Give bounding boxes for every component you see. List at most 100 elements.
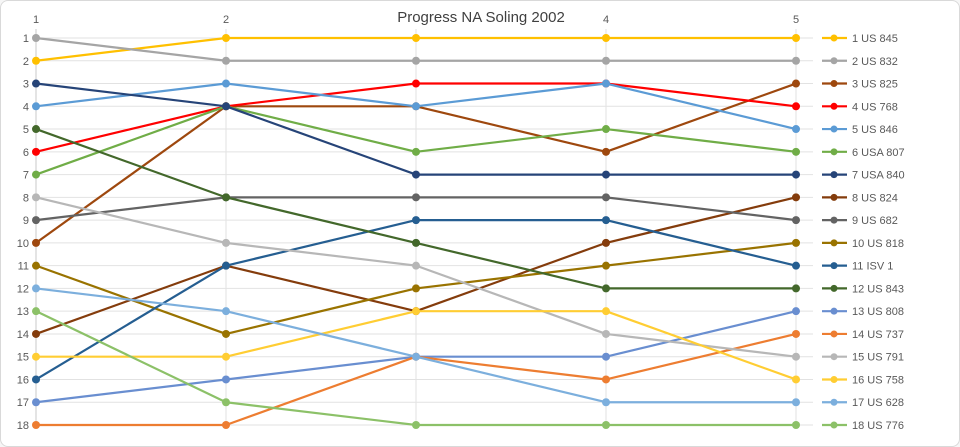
data-point-3-us-825-race-5[interactable]: [792, 79, 800, 88]
data-point-17-us-628-race-1[interactable]: [32, 284, 40, 293]
data-point-3-us-825-race-1[interactable]: [32, 238, 40, 247]
data-point-12-us-843-race-3[interactable]: [412, 238, 420, 247]
data-point-4-us-768-race-3[interactable]: [412, 79, 420, 88]
data-point-9-us-682-race-1[interactable]: [32, 216, 40, 225]
legend-item-3-us-825[interactable]: 3 US 825: [822, 79, 898, 91]
data-point-11-isv-1-race-3[interactable]: [412, 216, 420, 225]
data-point-12-us-843-race-2[interactable]: [222, 193, 230, 202]
series-1-us-845[interactable]: [32, 34, 800, 65]
data-point-5-us-846-race-4[interactable]: [602, 79, 610, 88]
data-point-15-us-791-race-5[interactable]: [792, 352, 800, 361]
data-point-7-usa-840-race-4[interactable]: [602, 170, 610, 179]
data-point-5-us-846-race-1[interactable]: [32, 102, 40, 111]
data-point-2-us-832-race-3[interactable]: [412, 56, 420, 65]
data-point-13-us-808-race-5[interactable]: [792, 307, 800, 316]
data-point-3-us-825-race-4[interactable]: [602, 147, 610, 156]
data-point-14-us-737-race-5[interactable]: [792, 329, 800, 338]
data-point-15-us-791-race-1[interactable]: [32, 193, 40, 202]
data-point-18-us-776-race-3[interactable]: [412, 421, 420, 429]
series-15-us-791[interactable]: [32, 193, 800, 361]
data-point-16-us-758-race-3[interactable]: [412, 307, 420, 316]
data-point-15-us-791-race-4[interactable]: [602, 329, 610, 338]
legend-item-5-us-846[interactable]: 5 US 846: [822, 124, 898, 136]
data-point-6-usa-807-race-3[interactable]: [412, 147, 420, 156]
data-point-2-us-832-race-2[interactable]: [222, 56, 230, 65]
series-7-usa-840[interactable]: [32, 79, 800, 179]
data-point-15-us-791-race-2[interactable]: [222, 238, 230, 247]
data-point-14-us-737-race-2[interactable]: [222, 421, 230, 429]
data-point-5-us-846-race-3[interactable]: [412, 102, 420, 111]
data-point-1-us-845-race-3[interactable]: [412, 34, 420, 42]
data-point-14-us-737-race-1[interactable]: [32, 421, 40, 429]
data-point-7-usa-840-race-3[interactable]: [412, 170, 420, 179]
data-point-10-us-818-race-2[interactable]: [222, 329, 230, 338]
series-16-us-758[interactable]: [32, 307, 800, 384]
data-point-1-us-845-race-1[interactable]: [32, 56, 40, 65]
data-point-4-us-768-race-5[interactable]: [792, 102, 800, 111]
series-10-us-818[interactable]: [32, 238, 800, 338]
series-12-us-843[interactable]: [32, 125, 800, 293]
legend-item-18-us-776[interactable]: 18 US 776: [822, 420, 904, 432]
data-point-12-us-843-race-4[interactable]: [602, 284, 610, 293]
data-point-11-isv-1-race-5[interactable]: [792, 261, 800, 270]
legend-item-11-isv-1[interactable]: 11 ISV 1: [822, 261, 893, 273]
data-point-11-isv-1-race-4[interactable]: [602, 216, 610, 225]
data-point-4-us-768-race-1[interactable]: [32, 147, 40, 156]
series-18-us-776[interactable]: [32, 307, 800, 429]
data-point-18-us-776-race-2[interactable]: [222, 398, 230, 407]
data-point-16-us-758-race-1[interactable]: [32, 352, 40, 361]
legend-item-16-us-758[interactable]: 16 US 758: [822, 374, 904, 386]
data-point-12-us-843-race-5[interactable]: [792, 284, 800, 293]
data-point-18-us-776-race-4[interactable]: [602, 421, 610, 429]
data-point-16-us-758-race-5[interactable]: [792, 375, 800, 384]
data-point-9-us-682-race-4[interactable]: [602, 193, 610, 202]
data-point-10-us-818-race-5[interactable]: [792, 238, 800, 247]
data-point-12-us-843-race-1[interactable]: [32, 125, 40, 134]
data-point-11-isv-1-race-2[interactable]: [222, 261, 230, 270]
data-point-13-us-808-race-4[interactable]: [602, 352, 610, 361]
data-point-10-us-818-race-3[interactable]: [412, 284, 420, 293]
data-point-8-us-824-race-4[interactable]: [602, 238, 610, 247]
data-point-2-us-832-race-1[interactable]: [32, 34, 40, 42]
data-point-11-isv-1-race-1[interactable]: [32, 375, 40, 384]
data-point-17-us-628-race-4[interactable]: [602, 398, 610, 407]
data-point-16-us-758-race-4[interactable]: [602, 307, 610, 316]
legend-item-10-us-818[interactable]: 10 US 818: [822, 238, 904, 250]
data-point-13-us-808-race-2[interactable]: [222, 375, 230, 384]
legend-item-7-usa-840[interactable]: 7 USA 840: [822, 170, 905, 182]
data-point-9-us-682-race-3[interactable]: [412, 193, 420, 202]
data-point-17-us-628-race-2[interactable]: [222, 307, 230, 316]
data-point-2-us-832-race-4[interactable]: [602, 56, 610, 65]
legend-item-4-us-768[interactable]: 4 US 768: [822, 101, 898, 113]
data-point-7-usa-840-race-2[interactable]: [222, 102, 230, 111]
data-point-10-us-818-race-4[interactable]: [602, 261, 610, 270]
data-point-5-us-846-race-2[interactable]: [222, 79, 230, 88]
legend-item-8-us-824[interactable]: 8 US 824: [822, 192, 898, 204]
data-point-10-us-818-race-1[interactable]: [32, 261, 40, 270]
data-point-6-usa-807-race-4[interactable]: [602, 125, 610, 134]
legend-item-2-us-832[interactable]: 2 US 832: [822, 56, 898, 68]
data-point-9-us-682-race-5[interactable]: [792, 216, 800, 225]
data-point-7-usa-840-race-5[interactable]: [792, 170, 800, 179]
data-point-1-us-845-race-5[interactable]: [792, 34, 800, 42]
data-point-17-us-628-race-3[interactable]: [412, 352, 420, 361]
data-point-6-usa-807-race-1[interactable]: [32, 170, 40, 179]
data-point-13-us-808-race-1[interactable]: [32, 398, 40, 407]
data-point-16-us-758-race-2[interactable]: [222, 352, 230, 361]
legend-item-9-us-682[interactable]: 9 US 682: [822, 215, 898, 227]
legend-item-6-usa-807[interactable]: 6 USA 807: [822, 147, 905, 159]
data-point-14-us-737-race-4[interactable]: [602, 375, 610, 384]
legend-item-12-us-843[interactable]: 12 US 843: [822, 283, 904, 295]
data-point-7-usa-840-race-1[interactable]: [32, 79, 40, 88]
data-point-18-us-776-race-5[interactable]: [792, 421, 800, 429]
legend-item-1-us-845[interactable]: 1 US 845: [822, 33, 898, 45]
data-point-6-usa-807-race-5[interactable]: [792, 147, 800, 156]
data-point-17-us-628-race-5[interactable]: [792, 398, 800, 407]
series-5-us-846[interactable]: [32, 79, 800, 134]
legend-item-17-us-628[interactable]: 17 US 628: [822, 397, 904, 409]
data-point-5-us-846-race-5[interactable]: [792, 125, 800, 134]
legend-item-15-us-791[interactable]: 15 US 791: [822, 352, 904, 364]
series-17-us-628[interactable]: [32, 284, 800, 407]
data-point-1-us-845-race-2[interactable]: [222, 34, 230, 42]
data-point-2-us-832-race-5[interactable]: [792, 56, 800, 65]
